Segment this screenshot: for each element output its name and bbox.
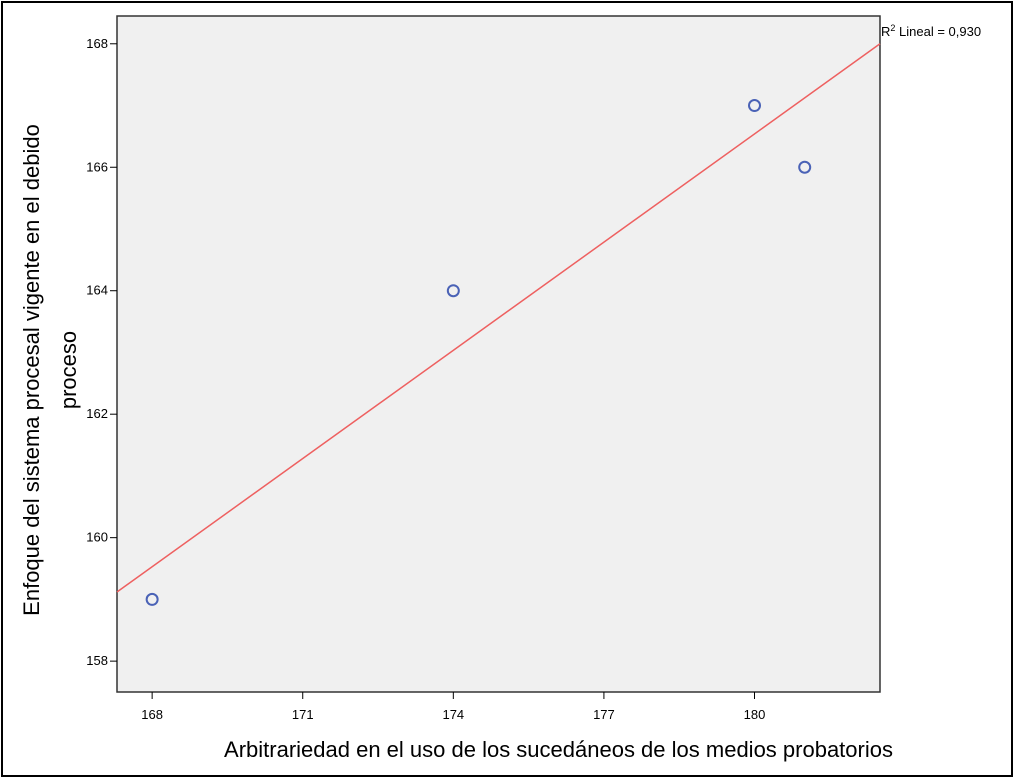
x-tick-label: 174 [442, 707, 464, 722]
y-tick-label: 164 [86, 283, 108, 298]
y-tick-label: 168 [86, 36, 108, 51]
data-point [446, 284, 460, 298]
y-tick-label: 166 [86, 159, 108, 174]
x-tick-label: 177 [593, 707, 615, 722]
r-squared-label: R2 Lineal = 0,930 [881, 23, 981, 39]
y-axis: 158 160 162 164 166 168 [86, 36, 117, 668]
fit-line [116, 43, 881, 593]
data-point [145, 592, 159, 606]
data-point [798, 160, 812, 174]
x-tick-label: 168 [141, 707, 163, 722]
data-point [748, 99, 762, 113]
x-axis-title: Arbitrariedad en el uso de los sucedáneo… [224, 737, 893, 762]
x-tick-label: 171 [292, 707, 314, 722]
y-axis-title-line1: Enfoque del sistema procesal vigente en … [19, 124, 44, 616]
y-axis-title-line2: proceso [56, 331, 81, 409]
y-tick-label: 160 [86, 530, 108, 545]
x-tick-label: 180 [744, 707, 766, 722]
y-tick-label: 162 [86, 406, 108, 421]
plot-area [116, 15, 881, 693]
y-tick-label: 158 [86, 653, 108, 668]
data-points [145, 99, 812, 606]
x-axis: 168 171 174 177 180 [141, 692, 765, 722]
